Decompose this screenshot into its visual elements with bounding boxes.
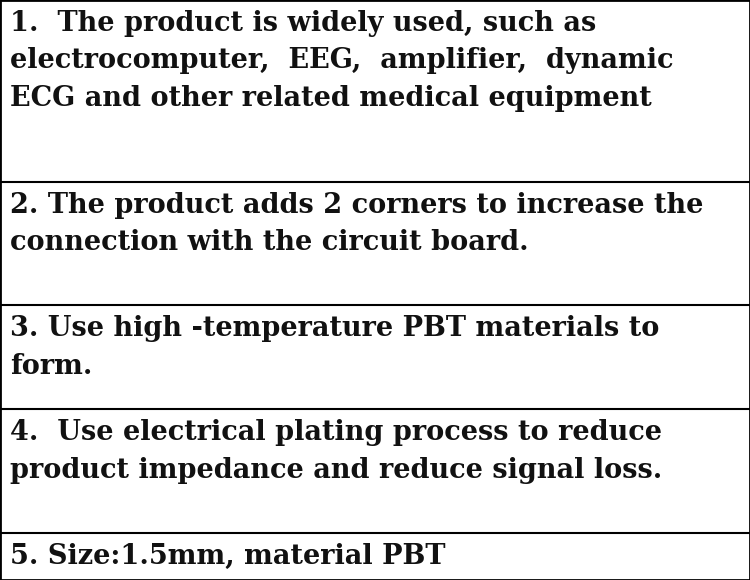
Text: 3. Use high -temperature PBT materials to
form.: 3. Use high -temperature PBT materials t… (10, 315, 659, 380)
Text: 5. Size:1.5mm, material PBT: 5. Size:1.5mm, material PBT (10, 543, 445, 570)
Text: 1.  The product is widely used, such as
electrocomputer,  EEG,  amplifier,  dyna: 1. The product is widely used, such as e… (10, 10, 674, 112)
Text: 4.  Use electrical plating process to reduce
product impedance and reduce signal: 4. Use electrical plating process to red… (10, 419, 662, 484)
Text: 2. The product adds 2 corners to increase the
connection with the circuit board.: 2. The product adds 2 corners to increas… (10, 192, 704, 256)
